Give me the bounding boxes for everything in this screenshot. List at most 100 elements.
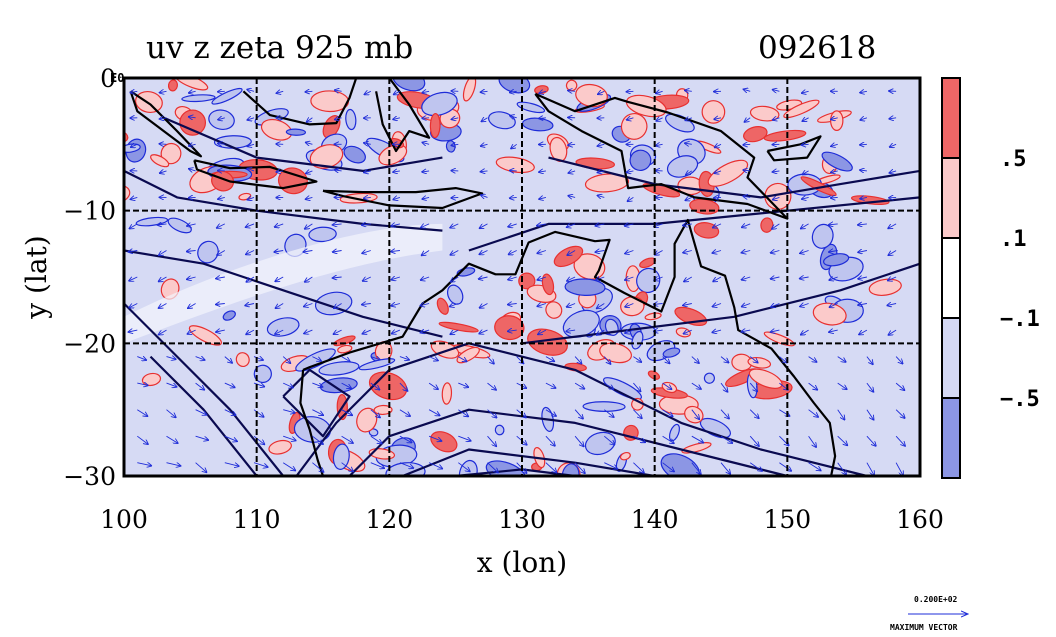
wind-vector: [166, 382, 177, 387]
y-tick-label: 0: [100, 64, 116, 93]
wind-vector: [888, 250, 897, 256]
wind-vector: [772, 223, 780, 229]
negative-vorticity-cell: [631, 330, 644, 350]
coastline: [322, 187, 484, 210]
wind-vector: [393, 197, 401, 199]
positive-vorticity-cell: [868, 278, 902, 296]
wind-vector: [428, 462, 442, 469]
wind-vector: [479, 330, 488, 334]
negative-vorticity-cell: [499, 54, 527, 78]
positive-vorticity-cell: [599, 342, 633, 364]
negative-vorticity-cell: [368, 428, 379, 437]
wind-vector: [363, 330, 371, 334]
wind-vector: [305, 91, 313, 92]
wind-vector: [370, 382, 380, 390]
reference-vector: 0.200E+02 MAXIMUM VECTOR: [890, 595, 968, 632]
wind-vector: [662, 356, 670, 364]
wind-vector: [656, 144, 663, 145]
negative-vorticity-cell: [295, 348, 336, 372]
wind-vector: [283, 382, 293, 388]
wind-vector: [451, 197, 459, 198]
y-top-extra-label: E0: [110, 71, 124, 85]
colorbar: .5 .1 −.1 −.5: [941, 77, 1040, 479]
wind-vector: [545, 409, 556, 416]
wind-vector: [335, 170, 342, 171]
wind-vector: [720, 382, 728, 392]
wind-vector: [159, 276, 167, 281]
wind-vector: [773, 171, 780, 172]
coastline: [375, 78, 431, 153]
negative-vorticity-cell: [821, 151, 853, 172]
wind-vector: [362, 304, 371, 305]
wind-vector: [685, 118, 692, 121]
negative-vorticity-cell: [253, 364, 272, 384]
wind-vector: [662, 409, 673, 417]
wind-vector: [596, 277, 605, 280]
wind-vector: [712, 330, 722, 332]
x-tick-label: 120: [365, 505, 413, 534]
wind-vector: [829, 251, 838, 253]
wind-vector: [595, 224, 605, 226]
wind-vector: [683, 224, 692, 226]
wind-vector: [686, 171, 693, 175]
wind-vector: [887, 304, 897, 306]
wind-vector: [391, 304, 401, 306]
negative-vorticity-cell: [485, 460, 527, 476]
negative-vorticity-cell: [181, 94, 216, 103]
wind-vector: [895, 435, 905, 446]
coastline: [302, 218, 837, 476]
wind-vector: [422, 91, 430, 92]
wind-vector: [159, 250, 167, 256]
wind-vector: [166, 435, 178, 443]
wind-vector: [539, 171, 546, 172]
wind-vector: [420, 304, 430, 306]
wind-vector: [422, 118, 430, 119]
wind-vector: [312, 462, 323, 472]
wind-vector: [860, 197, 867, 198]
wind-vector: [479, 251, 488, 255]
wind-vector: [487, 409, 497, 418]
negative-vorticity-cell: [285, 128, 307, 136]
positive-vorticity-cell: [337, 344, 353, 354]
wind-vector: [422, 143, 430, 145]
x-tick-label: 140: [631, 505, 679, 534]
wind-vector: [188, 330, 196, 334]
wind-vector: [888, 223, 897, 228]
wind-vector: [160, 91, 167, 92]
wind-vector: [335, 118, 342, 120]
wind-vector: [129, 303, 138, 308]
wind-vector: [451, 144, 459, 145]
wind-vector: [422, 197, 430, 199]
wind-vector: [574, 382, 584, 389]
wind-vector: [137, 409, 147, 416]
wind-vector: [508, 304, 517, 305]
wind-vector: [713, 224, 722, 228]
coastline: [129, 90, 202, 158]
wind-vector: [742, 304, 751, 307]
wind-vector: [131, 197, 138, 199]
wind-vector: [480, 303, 488, 308]
x-tick-label: 130: [498, 505, 546, 534]
wind-vector: [808, 462, 821, 471]
negative-vorticity-cell: [516, 101, 546, 114]
wind-vector: [895, 382, 904, 390]
wind-vector: [158, 224, 167, 225]
wind-vector: [334, 303, 342, 309]
wind-vector: [458, 356, 466, 362]
wind-vector: [276, 303, 284, 309]
positive-vorticity-cell: [701, 100, 726, 124]
wind-vector: [277, 91, 284, 93]
positive-vorticity-cell: [644, 312, 662, 321]
wind-vector: [341, 435, 353, 443]
positive-vorticity-cell: [74, 167, 97, 178]
wind-vector: [633, 462, 644, 473]
wind-vector: [341, 356, 350, 362]
wind-vector: [808, 382, 818, 390]
wind-vector: [159, 303, 167, 309]
wind-vector: [743, 170, 751, 171]
wind-vector: [508, 330, 517, 331]
height-contour: [521, 262, 920, 345]
wind-vector: [829, 330, 838, 332]
wind-vector: [720, 462, 730, 474]
coastline: [299, 369, 325, 476]
